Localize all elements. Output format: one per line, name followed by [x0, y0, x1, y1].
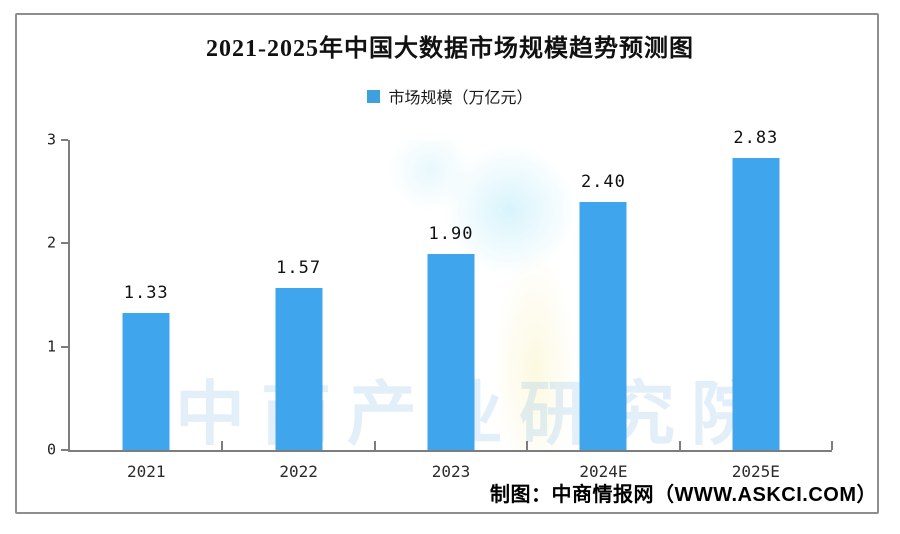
bar-2023: [427, 253, 475, 450]
x-axis-tick: [373, 441, 376, 450]
bar-2022: [275, 287, 323, 450]
bar-value-label: 2.40: [580, 172, 626, 192]
y-tick-label: 3: [46, 130, 56, 149]
x-tick-label: 2025E: [731, 462, 780, 481]
bars-row: 1.33 2021 1.57 2022 1.90 2023 2.40 2024E 2.83 202…: [70, 128, 833, 481]
x-tick-label: 2022: [279, 462, 318, 481]
y-tick-mark: [61, 139, 68, 141]
bar-value-label: 1.33: [123, 282, 169, 303]
x-axis-tick: [221, 441, 224, 450]
x-axis-tick: [678, 441, 681, 450]
x-axis-tick: [831, 441, 833, 450]
y-tick-label: 1: [46, 337, 56, 356]
bar-value-label: 2.83: [733, 127, 779, 148]
x-axis-tick: [526, 441, 529, 450]
bar-2025E: [732, 157, 780, 450]
legend-label: 市场规模（万亿元）: [388, 90, 533, 107]
y-tick-mark: [61, 242, 68, 245]
bar-2021: [122, 312, 170, 450]
legend: 市场规模（万亿元）: [0, 84, 900, 108]
y-tick-mark: [61, 345, 68, 348]
y-tick-label: 2: [46, 233, 56, 252]
chart-title: 2021-2025年中国大数据市场规模趋势预测图: [206, 36, 694, 62]
x-tick-label: 2021: [126, 462, 166, 481]
y-tick-mark: [61, 449, 68, 451]
bar-value-label: 1.90: [428, 223, 474, 244]
bar-value-label: 1.57: [276, 257, 322, 278]
bar-slot-2024E: 2.40 2024E: [527, 140, 679, 481]
x-tick-label: 2024E: [579, 462, 628, 481]
bar-2024E: [579, 202, 627, 450]
bar-slot-2023: 1.90 2023: [375, 140, 527, 481]
bar-slot-2025E: 2.83 2025E: [680, 128, 832, 481]
plot-area: 中商产业研究院 1.33 2021 1.57 2022 1.90 2023 2.40 2024…: [47, 128, 833, 481]
x-tick-label: 2023: [431, 462, 471, 481]
bar-slot-2021: 1.33 2021: [70, 140, 222, 481]
credit-text: 制图：中商情报网（WWW.ASKCI.COM）: [489, 484, 877, 506]
bar-slot-2022: 1.57 2022: [222, 140, 374, 481]
legend-swatch-icon: [367, 89, 381, 103]
y-tick-label: 0: [46, 440, 56, 459]
